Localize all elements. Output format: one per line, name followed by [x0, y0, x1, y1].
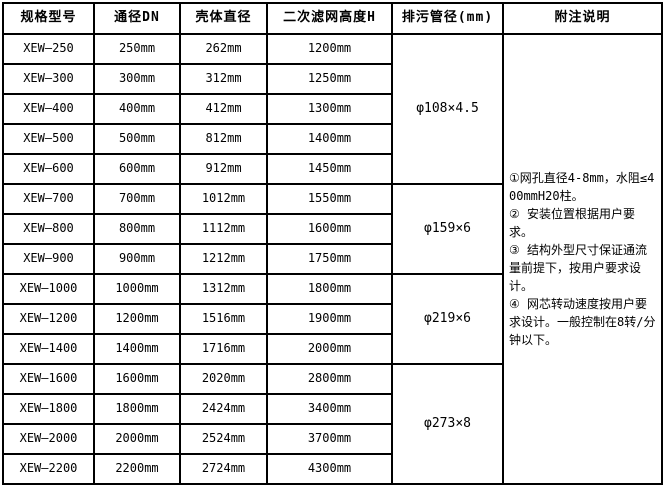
shell-cell: 1312mm	[179, 273, 268, 305]
table-row: XEW—1200 1200mm 1516mm 1900mm	[2, 303, 662, 335]
model-cell: XEW—800	[2, 213, 95, 245]
drain-cell: φ219×6	[391, 273, 504, 365]
table-row: XEW—500 500mm 812mm 1400mm	[2, 123, 662, 155]
shell-cell: 2524mm	[179, 423, 268, 455]
table-row: XEW—700 700mm 1012mm 1550mm φ159×6	[2, 183, 662, 275]
height-cell: 2800mm	[266, 363, 393, 395]
shell-cell: 262mm	[179, 33, 268, 65]
dn-cell: 2000mm	[93, 423, 181, 455]
note-item: ③ 结构外型尺寸保证通流量前提下，按用户要求设计。	[509, 243, 647, 293]
height-cell: 4300mm	[266, 453, 393, 485]
table-row: XEW—800 800mm 1112mm 1600mm	[2, 213, 662, 245]
height-cell: 3700mm	[266, 423, 393, 455]
height-cell: 1400mm	[266, 123, 393, 155]
model-cell: XEW—1600	[2, 363, 95, 395]
table-row: XEW—250 250mm 262mm 1200mm φ108×4.5 ①网孔直径4-8m…	[2, 33, 663, 485]
drain-cell: φ108×4.5	[391, 33, 504, 185]
drain-cell: φ159×6	[391, 183, 504, 275]
shell-cell: 2724mm	[179, 453, 268, 485]
height-cell: 1900mm	[266, 303, 393, 335]
table-row: XEW—1600 1600mm 2020mm 2800mm φ273×8	[2, 363, 662, 485]
dn-cell: 600mm	[93, 153, 181, 185]
table-row: XEW—1400 1400mm 1716mm 2000mm	[2, 333, 662, 365]
note-item: ④ 网芯转动速度按用户要求设计。一般控制在8转/分钟以下。	[509, 297, 656, 347]
table-row: XEW—1800 1800mm 2424mm 3400mm	[2, 393, 662, 425]
height-cell: 1450mm	[266, 153, 393, 185]
dn-cell: 1400mm	[93, 333, 181, 365]
height-cell: 1250mm	[266, 63, 393, 95]
shell-cell: 1012mm	[179, 183, 268, 215]
notes-cell: ①网孔直径4-8mm，水阻≤400mmH20柱。 ② 安装位置根据用户要求。 ③ 结…	[502, 33, 663, 485]
model-cell: XEW—1400	[2, 333, 95, 365]
table-row: XEW—1000 1000mm 1312mm 1800mm φ219×6	[2, 273, 662, 365]
dn-cell: 1800mm	[93, 393, 181, 425]
model-cell: XEW—400	[2, 93, 95, 125]
height-cell: 1200mm	[266, 33, 393, 65]
height-cell: 3400mm	[266, 393, 393, 425]
shell-cell: 412mm	[179, 93, 268, 125]
height-cell: 1300mm	[266, 93, 393, 125]
header-dn: 通径DN	[93, 2, 181, 35]
dn-cell: 1600mm	[93, 363, 181, 395]
shell-cell: 912mm	[179, 153, 268, 185]
shell-cell: 2424mm	[179, 393, 268, 425]
height-cell: 1750mm	[266, 243, 393, 275]
shell-cell: 2020mm	[179, 363, 268, 395]
shell-cell: 1112mm	[179, 213, 268, 245]
model-cell: XEW—1800	[2, 393, 95, 425]
dn-cell: 700mm	[93, 183, 181, 215]
model-cell: XEW—700	[2, 183, 95, 215]
table-row: XEW—900 900mm 1212mm 1750mm	[2, 243, 662, 275]
model-cell: XEW—300	[2, 63, 95, 95]
shell-cell: 312mm	[179, 63, 268, 95]
model-cell: XEW—900	[2, 243, 95, 275]
header-notes: 附注说明	[502, 2, 663, 35]
model-cell: XEW—1200	[2, 303, 95, 335]
drain-cell: φ273×8	[391, 363, 504, 485]
height-cell: 2000mm	[266, 333, 393, 365]
header-row: 规格型号 通径DN 壳体直径 二次滤网高度H 排污管径(mm) 附注说明	[2, 2, 663, 35]
model-cell: XEW—1000	[2, 273, 95, 305]
height-cell: 1600mm	[266, 213, 393, 245]
height-cell: 1800mm	[266, 273, 393, 305]
table-row: XEW—400 400mm 412mm 1300mm	[2, 93, 662, 125]
table-row: XEW—600 600mm 912mm 1450mm	[2, 153, 662, 185]
model-cell: XEW—250	[2, 33, 95, 65]
dn-cell: 900mm	[93, 243, 181, 275]
note-item: ② 安装位置根据用户要求。	[509, 207, 635, 239]
header-drain: 排污管径(mm)	[391, 2, 504, 35]
table-row: XEW—2200 2200mm 2724mm 4300mm	[2, 453, 662, 485]
shell-cell: 1212mm	[179, 243, 268, 275]
height-cell: 1550mm	[266, 183, 393, 215]
dn-cell: 1200mm	[93, 303, 181, 335]
model-cell: XEW—500	[2, 123, 95, 155]
shell-cell: 812mm	[179, 123, 268, 155]
header-filter-height: 二次滤网高度H	[266, 2, 393, 35]
spec-table-body: XEW—250 250mm 262mm 1200mm φ108×4.5 ①网孔直径4-8m…	[2, 33, 663, 485]
note-item: ①网孔直径4-8mm，水阻≤400mmH20柱。	[509, 171, 655, 203]
dn-cell: 1000mm	[93, 273, 181, 305]
model-cell: XEW—2200	[2, 453, 95, 485]
dn-cell: 400mm	[93, 93, 181, 125]
table-row: XEW—2000 2000mm 2524mm 3700mm	[2, 423, 662, 455]
shell-cell: 1516mm	[179, 303, 268, 335]
dn-cell: 2200mm	[93, 453, 181, 485]
header-model: 规格型号	[2, 2, 95, 35]
dn-cell: 800mm	[93, 213, 181, 245]
dn-cell: 250mm	[93, 33, 181, 65]
model-cell: XEW—2000	[2, 423, 95, 455]
header-shell: 壳体直径	[179, 2, 268, 35]
dn-cell: 500mm	[93, 123, 181, 155]
model-cell: XEW—600	[2, 153, 95, 185]
dn-cell: 300mm	[93, 63, 181, 95]
table-row: XEW—300 300mm 312mm 1250mm	[2, 63, 662, 95]
shell-cell: 1716mm	[179, 333, 268, 365]
